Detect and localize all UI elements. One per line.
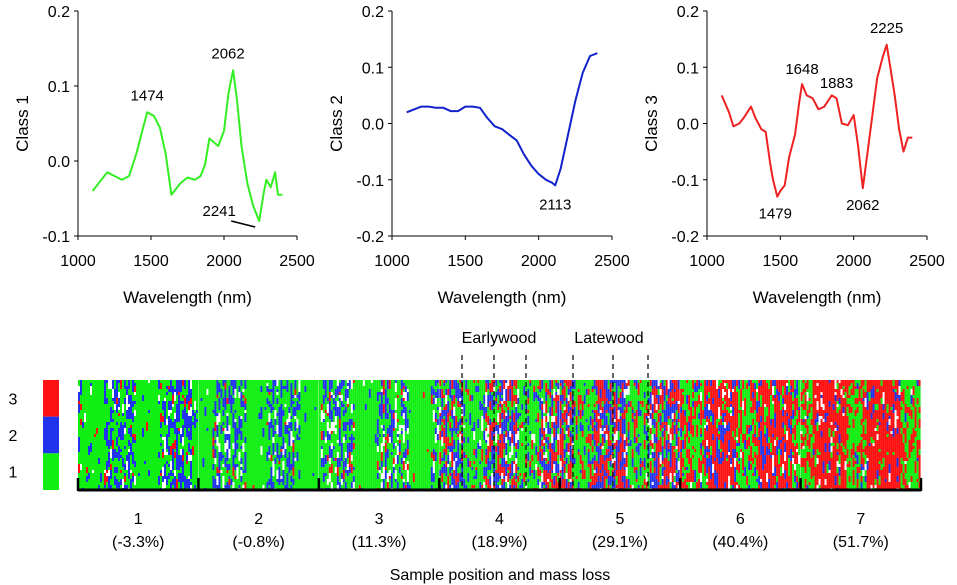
spectrum-line bbox=[91, 69, 283, 222]
x-tick-label: 2500 bbox=[279, 253, 315, 270]
y-tick-label: -0.1 bbox=[42, 229, 70, 246]
y-axis-label: Class 1 bbox=[13, 95, 32, 152]
peak-label: 1474 bbox=[131, 87, 164, 104]
spectrum-line bbox=[720, 43, 913, 198]
leader-line bbox=[231, 220, 256, 228]
sample-region-6 bbox=[680, 380, 801, 490]
x-tick-label: 1500 bbox=[763, 253, 799, 270]
legend-label: 2 bbox=[9, 428, 18, 445]
y-tick-label: 0.0 bbox=[677, 117, 699, 134]
sample-number: 2 bbox=[254, 511, 263, 528]
sample-mass-loss: (11.3%) bbox=[352, 534, 407, 551]
wood-annotation: Latewood bbox=[574, 330, 643, 347]
peak-label: 2062 bbox=[846, 197, 879, 214]
sample-mass-loss: (29.1%) bbox=[592, 534, 648, 551]
sample-mass-loss: (51.7%) bbox=[833, 534, 889, 551]
y-tick-label: 0.2 bbox=[48, 4, 70, 21]
y-tick-label: 0.0 bbox=[48, 154, 70, 171]
x-tick-label: 1000 bbox=[689, 253, 725, 270]
legend-swatch-class-2 bbox=[43, 416, 59, 454]
sample-region-5 bbox=[559, 380, 680, 490]
y-tick-label: -0.2 bbox=[671, 229, 699, 246]
class2-spectrum-chart: -0.2 -0.1 0.0 0.1 0.2 1000 1500 2000 2500 Wavelen… bbox=[327, 4, 630, 307]
sample-number: 7 bbox=[856, 511, 865, 528]
x-tick-label: 2500 bbox=[594, 253, 630, 270]
x-tick-label: 2000 bbox=[521, 253, 557, 270]
x-axis-label: Wavelength (nm) bbox=[123, 288, 252, 307]
y-tick-label: -0.1 bbox=[671, 173, 699, 190]
x-tick-label: 2500 bbox=[909, 253, 945, 270]
sample-number: 6 bbox=[736, 511, 745, 528]
class-map-pixels bbox=[78, 380, 921, 490]
x-tick-label: 1000 bbox=[374, 253, 410, 270]
sample-number: 1 bbox=[134, 511, 143, 528]
x-tick-label: 1000 bbox=[60, 253, 96, 270]
y-tick-label: -0.2 bbox=[356, 229, 384, 246]
y-tick-label: 0.2 bbox=[362, 4, 384, 21]
wood-annotation: Earlywood bbox=[462, 330, 537, 347]
x-tick-label: 1500 bbox=[448, 253, 484, 270]
sample-mass-loss: (-0.8%) bbox=[232, 534, 284, 551]
class1-spectrum-chart: -0.1 0.0 0.1 0.2 1000 1500 2000 2500 Wavelength … bbox=[13, 4, 315, 307]
sample-region-1 bbox=[78, 380, 198, 490]
peak-label: 1883 bbox=[820, 75, 853, 92]
sample-region-2 bbox=[198, 380, 319, 490]
x-tick-label: 2000 bbox=[206, 253, 242, 270]
sample-mass-loss: (40.4%) bbox=[712, 534, 768, 551]
classification-map: 1 (-3.3%) 2 (-0.8%) 3 (11.3%) 4 (18.9%) 5 (29.1%)… bbox=[9, 330, 923, 584]
y-tick-label: 0.0 bbox=[362, 117, 384, 134]
y-tick-label: 0.1 bbox=[362, 60, 384, 77]
peak-label: 2241 bbox=[202, 203, 235, 220]
peak-label: 2225 bbox=[870, 20, 903, 37]
y-tick-label: 0.1 bbox=[677, 60, 699, 77]
peak-label: 2113 bbox=[539, 196, 571, 213]
sample-mass-loss: (-3.3%) bbox=[112, 534, 164, 551]
sample-region-4 bbox=[439, 380, 560, 490]
y-tick-label: 0.2 bbox=[677, 4, 699, 21]
class3-spectrum-chart: -0.2 -0.1 0.0 0.1 0.2 1000 1500 2000 2500 Wavelen… bbox=[642, 4, 945, 307]
y-tick-label: -0.1 bbox=[356, 173, 384, 190]
y-axis-label: Class 3 bbox=[642, 95, 661, 152]
sample-mass-loss: (18.9%) bbox=[471, 534, 527, 551]
spectrum-line bbox=[406, 52, 598, 187]
y-tick-label: 0.1 bbox=[48, 79, 70, 96]
sample-number: 3 bbox=[375, 511, 384, 528]
legend-label: 1 bbox=[9, 465, 18, 482]
legend-swatch-class-3 bbox=[43, 380, 59, 417]
sample-region-7 bbox=[800, 380, 921, 490]
sample-region-3 bbox=[318, 380, 439, 490]
x-tick-label: 1500 bbox=[133, 253, 169, 270]
peak-label: 2062 bbox=[211, 45, 244, 62]
y-axis-label: Class 2 bbox=[327, 95, 346, 152]
sample-number: 5 bbox=[615, 511, 624, 528]
x-axis-label: Sample position and mass loss bbox=[390, 567, 611, 584]
x-axis-label: Wavelength (nm) bbox=[753, 288, 882, 307]
peak-label: 1479 bbox=[759, 206, 792, 223]
sample-number: 4 bbox=[495, 511, 504, 528]
legend-swatch-class-1 bbox=[43, 453, 59, 490]
x-axis-label: Wavelength (nm) bbox=[438, 288, 567, 307]
peak-label: 1648 bbox=[785, 61, 818, 78]
legend-label: 3 bbox=[9, 391, 18, 408]
x-tick-label: 2000 bbox=[836, 253, 872, 270]
